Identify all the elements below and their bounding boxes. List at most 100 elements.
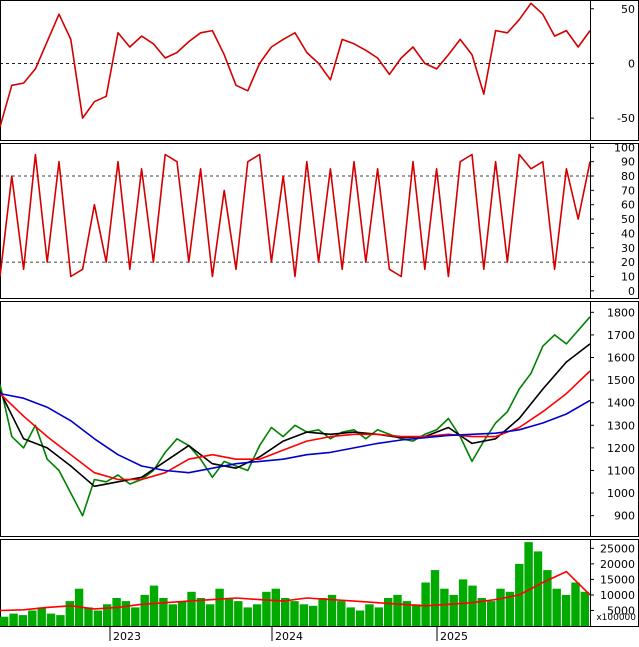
volume-bar — [37, 607, 46, 626]
volume-bar — [430, 570, 440, 626]
y-tick-label-1-1: 90 — [621, 156, 635, 169]
y-tick-label-3-0: 25000 — [600, 542, 635, 555]
volume-bar — [449, 594, 458, 626]
y-tick-label-1-3: 70 — [621, 184, 635, 197]
volume-bar — [84, 607, 93, 626]
volume-bar — [374, 607, 383, 626]
volume-bar — [252, 604, 262, 627]
volume-bar — [262, 591, 271, 626]
y-tick-label-1-0: 100 — [614, 141, 635, 154]
volume-bar — [206, 604, 215, 627]
y-tick-label-2-7: 1100 — [607, 464, 635, 477]
y-tick-label-2-9: 900 — [614, 510, 635, 523]
y-tick-label-1-5: 50 — [621, 213, 635, 226]
volume-bar — [571, 582, 580, 626]
volume-bar — [290, 601, 299, 626]
volume-bar — [18, 615, 28, 626]
volume-bar — [234, 601, 243, 626]
volume-bar — [318, 598, 327, 626]
y-tick-label-1-9: 10 — [621, 270, 635, 283]
volume-bar — [402, 601, 412, 626]
x-tick-label-0: 2023 — [113, 630, 141, 643]
volume-bar — [103, 604, 112, 627]
panel-frame-0 — [0, 0, 639, 141]
volume-bar — [159, 598, 168, 626]
volume-bar — [93, 610, 103, 626]
y-tick-label-1-8: 20 — [621, 256, 635, 269]
volume-bar — [496, 588, 505, 626]
y-tick-label-0-1: 0 — [628, 57, 635, 70]
y-tick-label-2-8: 1000 — [607, 487, 635, 500]
y-tick-label-2-3: 1500 — [607, 374, 635, 387]
y-tick-label-3-2: 15000 — [600, 573, 635, 586]
y-tick-label-1-7: 30 — [621, 242, 635, 255]
volume-bar — [543, 570, 552, 626]
volume-bar — [149, 585, 159, 626]
volume-bar — [243, 607, 252, 626]
volume-bar — [168, 604, 177, 627]
volume-scale-label: x100000 — [596, 613, 636, 623]
volume-bar — [177, 601, 187, 626]
y-tick-label-1-6: 40 — [621, 227, 635, 240]
volume-bar — [215, 588, 224, 626]
volume-bar — [468, 585, 477, 626]
y-tick-label-1-4: 60 — [621, 199, 635, 212]
y-tick-label-3-4: 5000 — [607, 604, 635, 617]
volume-bar — [271, 588, 280, 626]
volume-bar — [187, 591, 196, 626]
x-tick-label-2: 2025 — [440, 630, 468, 643]
volume-bar — [561, 594, 571, 626]
y-tick-label-0-0: 50 — [621, 3, 635, 16]
series-line-2-1 — [0, 343, 591, 488]
y-tick-label-1-10: 0 — [628, 285, 635, 298]
y-tick-label-3-1: 20000 — [600, 558, 635, 571]
volume-bar — [56, 615, 65, 626]
volume-bar — [121, 601, 131, 626]
volume-bar — [487, 601, 496, 626]
series-line-2-2 — [0, 370, 591, 481]
volume-bar — [196, 598, 206, 626]
y-tick-label-0-2: -50 — [617, 112, 635, 125]
volume-bar — [355, 610, 365, 626]
volume-ma-line — [0, 570, 591, 612]
volume-bar — [393, 594, 402, 626]
volume-bar — [524, 542, 533, 626]
volume-bar — [365, 604, 374, 627]
volume-bar — [505, 591, 515, 626]
volume-bar — [65, 601, 74, 626]
volume-bar — [412, 604, 421, 627]
volume-bar — [384, 598, 393, 626]
volume-bar — [337, 601, 346, 626]
series-line-2-3 — [0, 392, 591, 474]
volume-bar — [281, 598, 290, 626]
volume-bar — [533, 551, 543, 626]
y-tick-label-2-6: 1200 — [607, 442, 635, 455]
series-line-2-0 — [0, 316, 591, 517]
volume-bar — [224, 598, 234, 626]
volume-bar — [0, 616, 9, 626]
x-tick-label-1: 2024 — [275, 630, 303, 643]
volume-bar — [309, 605, 318, 626]
volume-bar — [9, 613, 18, 626]
volume-bar — [477, 598, 486, 626]
y-tick-label-2-0: 1800 — [607, 306, 635, 319]
y-tick-label-2-4: 1400 — [607, 397, 635, 410]
panel-frame-2 — [0, 301, 639, 537]
volume-bar — [421, 582, 430, 626]
volume-bar — [327, 594, 337, 626]
y-tick-label-2-1: 1700 — [607, 329, 635, 342]
volume-bar — [140, 594, 149, 626]
y-tick-label-2-2: 1600 — [607, 351, 635, 364]
volume-bar — [112, 598, 121, 626]
series-line-0-0 — [0, 2, 591, 128]
volume-bar — [580, 591, 589, 626]
volume-bar — [552, 588, 561, 626]
volume-bar — [28, 610, 37, 626]
volume-bar — [440, 588, 449, 626]
volume-bar — [46, 613, 56, 626]
series-line-1-0 — [0, 153, 591, 278]
volume-bar — [346, 607, 355, 626]
y-tick-label-1-2: 80 — [621, 170, 635, 183]
